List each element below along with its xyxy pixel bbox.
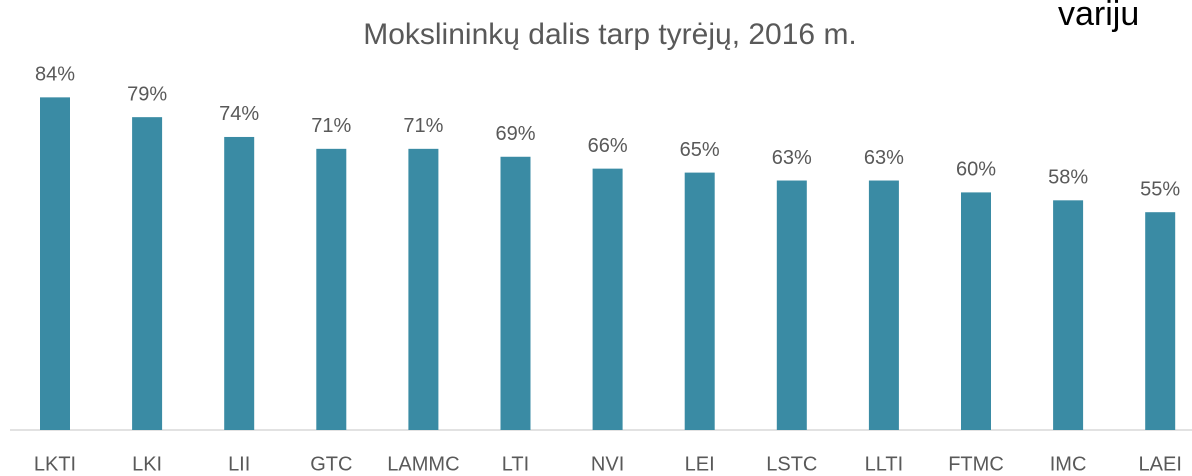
x-tick-label: LKI <box>132 453 162 475</box>
value-label: 55% <box>1140 178 1180 200</box>
x-tick-label: LEI <box>685 453 715 475</box>
x-tick-label: LAMMC <box>387 453 459 475</box>
bar <box>961 192 991 430</box>
value-label: 71% <box>311 115 351 137</box>
value-label: 65% <box>680 139 720 161</box>
value-label: 60% <box>956 159 996 181</box>
bar <box>868 180 899 430</box>
x-tick-label: LKTI <box>34 453 76 475</box>
value-label: 58% <box>1048 167 1088 189</box>
bar <box>316 148 347 430</box>
bar <box>776 180 807 430</box>
x-tick-label: FTMC <box>948 453 1004 475</box>
x-tick-label: LSTC <box>766 453 817 475</box>
bar <box>40 97 70 431</box>
x-tick-label: LII <box>228 453 250 475</box>
x-tick-label: LLTI <box>865 453 904 475</box>
chart-title: Mokslininkų dalis tarp tyrėjų, 2016 m. <box>363 18 857 51</box>
bar <box>224 136 255 430</box>
value-label: 66% <box>588 135 628 157</box>
value-label: 74% <box>219 103 259 125</box>
bar <box>684 172 715 430</box>
bar <box>132 117 163 430</box>
bar <box>592 168 623 430</box>
annotation: variju <box>1058 0 1139 33</box>
x-tick-label: LTI <box>502 453 529 475</box>
bar <box>408 148 439 430</box>
value-label: 63% <box>864 147 904 169</box>
value-label: 63% <box>772 147 812 169</box>
x-tick-label: NVI <box>591 453 624 475</box>
value-label: 71% <box>403 115 443 137</box>
x-tick-label: IMC <box>1050 453 1087 475</box>
x-tick-label: LAEI <box>1139 453 1182 475</box>
x-tick-label: GTC <box>310 453 352 475</box>
value-label: 79% <box>127 83 167 105</box>
value-label: 84% <box>35 64 75 86</box>
bar <box>500 156 531 430</box>
bar <box>1053 200 1084 430</box>
value-label: 69% <box>495 123 535 145</box>
bar <box>1145 212 1176 430</box>
